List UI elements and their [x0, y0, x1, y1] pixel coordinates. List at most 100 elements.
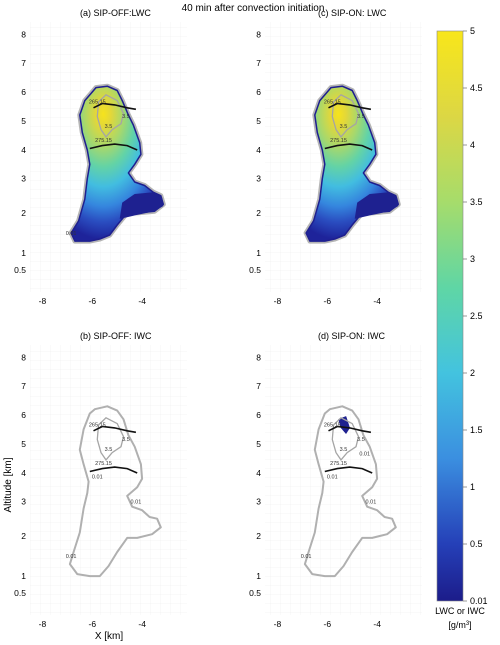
isotherm-275	[89, 466, 138, 474]
isotherm-265	[328, 425, 372, 434]
contour-label: 3.5	[357, 437, 365, 443]
panel-iwc-3: (d) SIP-ON: IWC 0.5 1 2 3 4 5 6 7 8 -8 -6 -4 265.15 27…	[249, 331, 422, 629]
contour-label: 0.01	[359, 451, 370, 457]
y-tick-label: 0.5	[14, 265, 26, 275]
contour-label: 275.15	[95, 461, 112, 467]
y-tick-label: 6	[21, 410, 26, 420]
colorbar-tick-label: 3	[470, 254, 475, 264]
contour-label: 3.5	[105, 447, 113, 453]
x-tick-label: -8	[39, 296, 47, 306]
contour-label: 3.5	[340, 124, 348, 130]
isotherm-265	[93, 425, 137, 434]
contour-3-5	[96, 417, 125, 461]
y-tick-label: 3	[256, 497, 261, 507]
y-tick-label: 4	[21, 145, 26, 155]
contour-label: 0.01	[327, 475, 338, 481]
isotherm-265	[328, 102, 372, 111]
y-tick-label: 0.5	[14, 588, 26, 598]
y-tick-label: 1	[21, 571, 26, 581]
y-tick-label: 4	[256, 468, 261, 478]
isotherm-275	[324, 143, 373, 151]
colorbar-ticks: 0.01 0.5 1 1.5 2 2.5 3 3.5 4 4.5 5	[463, 26, 488, 606]
panel-iwc-2: (b) SIP-OFF: IWC 0.5 1 2 3 4 5 6 7 8 -8 -6 -4 265.15 2…	[14, 331, 187, 629]
x-tick-label: -6	[324, 619, 332, 629]
colorbar-label-line1: LWC or IWC	[435, 606, 485, 616]
panel-lwc-1: (c) SIP-ON: LWC 0.5 1 2 3 4 5 6 7 8 -8 -6 -4 265.15 27…	[249, 8, 422, 306]
isotherm-275	[89, 143, 138, 151]
x-tick-label: -6	[324, 296, 332, 306]
contour-label: 3.5	[105, 124, 113, 130]
colorbar-tick-label: 2.5	[470, 311, 483, 321]
colorbar-tick-label: 5	[470, 26, 475, 36]
y-tick-label: 7	[21, 381, 26, 391]
x-tick-label: -4	[138, 296, 146, 306]
y-tick-label: 0.5	[249, 588, 261, 598]
x-tick-label: -8	[274, 619, 282, 629]
y-tick-label: 2	[256, 208, 261, 218]
x-tick-label: -4	[373, 296, 381, 306]
lwc-low-tail	[354, 192, 399, 219]
contour-label: 3.5	[122, 114, 130, 120]
y-tick-label: 4	[21, 468, 26, 478]
y-tick-label: 4	[256, 145, 261, 155]
colorbar-gradient	[436, 30, 464, 602]
y-tick-label: 7	[21, 58, 26, 68]
y-tick-label: 7	[256, 58, 261, 68]
y-tick-label: 5	[256, 439, 261, 449]
contour-label: 0.01	[131, 499, 142, 505]
colorbar-tick-label: 3.5	[470, 197, 483, 207]
colorbar-tick-label: 4.5	[470, 83, 483, 93]
x-tick-label: -6	[89, 296, 97, 306]
contour-3-5	[331, 94, 360, 138]
contour-label: 0.01	[66, 231, 77, 237]
contour-3-5	[96, 94, 125, 138]
y-tick-label: 7	[256, 381, 261, 391]
figure-title: 40 min after convection initiation	[182, 3, 325, 14]
contour-label: 265.15	[89, 422, 106, 428]
y-tick-label: 6	[21, 87, 26, 97]
x-tick-label: -4	[138, 619, 146, 629]
y-tick-label: 3	[256, 174, 261, 184]
contour-label: 275.15	[330, 461, 347, 467]
isotherm-265	[93, 102, 137, 111]
colorbar-tick-label: 1	[470, 482, 475, 492]
contour-label: 0.01	[66, 554, 77, 560]
contour-3-5	[331, 417, 360, 461]
colorbar-tick-label: 1.5	[470, 425, 483, 435]
x-tick-label: -8	[39, 619, 47, 629]
x-tick-label: -6	[89, 619, 97, 629]
y-tick-label: 6	[256, 87, 261, 97]
y-tick-label: 8	[21, 352, 26, 362]
plot-grid	[30, 345, 187, 615]
contour-label: 0.01	[301, 554, 312, 560]
colorbar-tick-label: 4	[470, 140, 475, 150]
y-tick-label: 8	[256, 352, 261, 362]
contour-label: 3.5	[340, 447, 348, 453]
panel-lwc-0: (a) SIP-OFF:LWC 0.5 1 2 3 4 5 6 7 8 -8 -6 -4 265.15 27…	[14, 8, 187, 306]
contour-label: 0.01	[366, 499, 377, 505]
x-tick-label: -8	[274, 296, 282, 306]
y-tick-label: 0.5	[249, 265, 261, 275]
y-tick-label: 1	[256, 248, 261, 258]
contour-label: 3.5	[357, 114, 365, 120]
colorbar-label-line2: [g/m3]	[448, 620, 471, 630]
y-tick-label: 2	[21, 531, 26, 541]
colorbar-tick-label: 2	[470, 368, 475, 378]
contour-label: 0.01	[92, 475, 103, 481]
isotherm-275	[324, 466, 373, 474]
y-tick-label: 1	[256, 571, 261, 581]
y-tick-label: 1	[21, 248, 26, 258]
y-tick-label: 8	[21, 29, 26, 39]
plot-grid	[265, 345, 422, 615]
panel-title: (b) SIP-OFF: IWC	[80, 331, 152, 341]
contour-label: 275.15	[95, 138, 112, 144]
lwc-low-tail	[119, 192, 164, 219]
contour-label: 3.5	[122, 437, 130, 443]
panel-title: (d) SIP-ON: IWC	[318, 331, 385, 341]
contour-label: 265.15	[324, 422, 341, 428]
contour-label: 275.15	[330, 138, 347, 144]
y-tick-label: 3	[21, 174, 26, 184]
contour-label: 265.15	[324, 99, 341, 105]
